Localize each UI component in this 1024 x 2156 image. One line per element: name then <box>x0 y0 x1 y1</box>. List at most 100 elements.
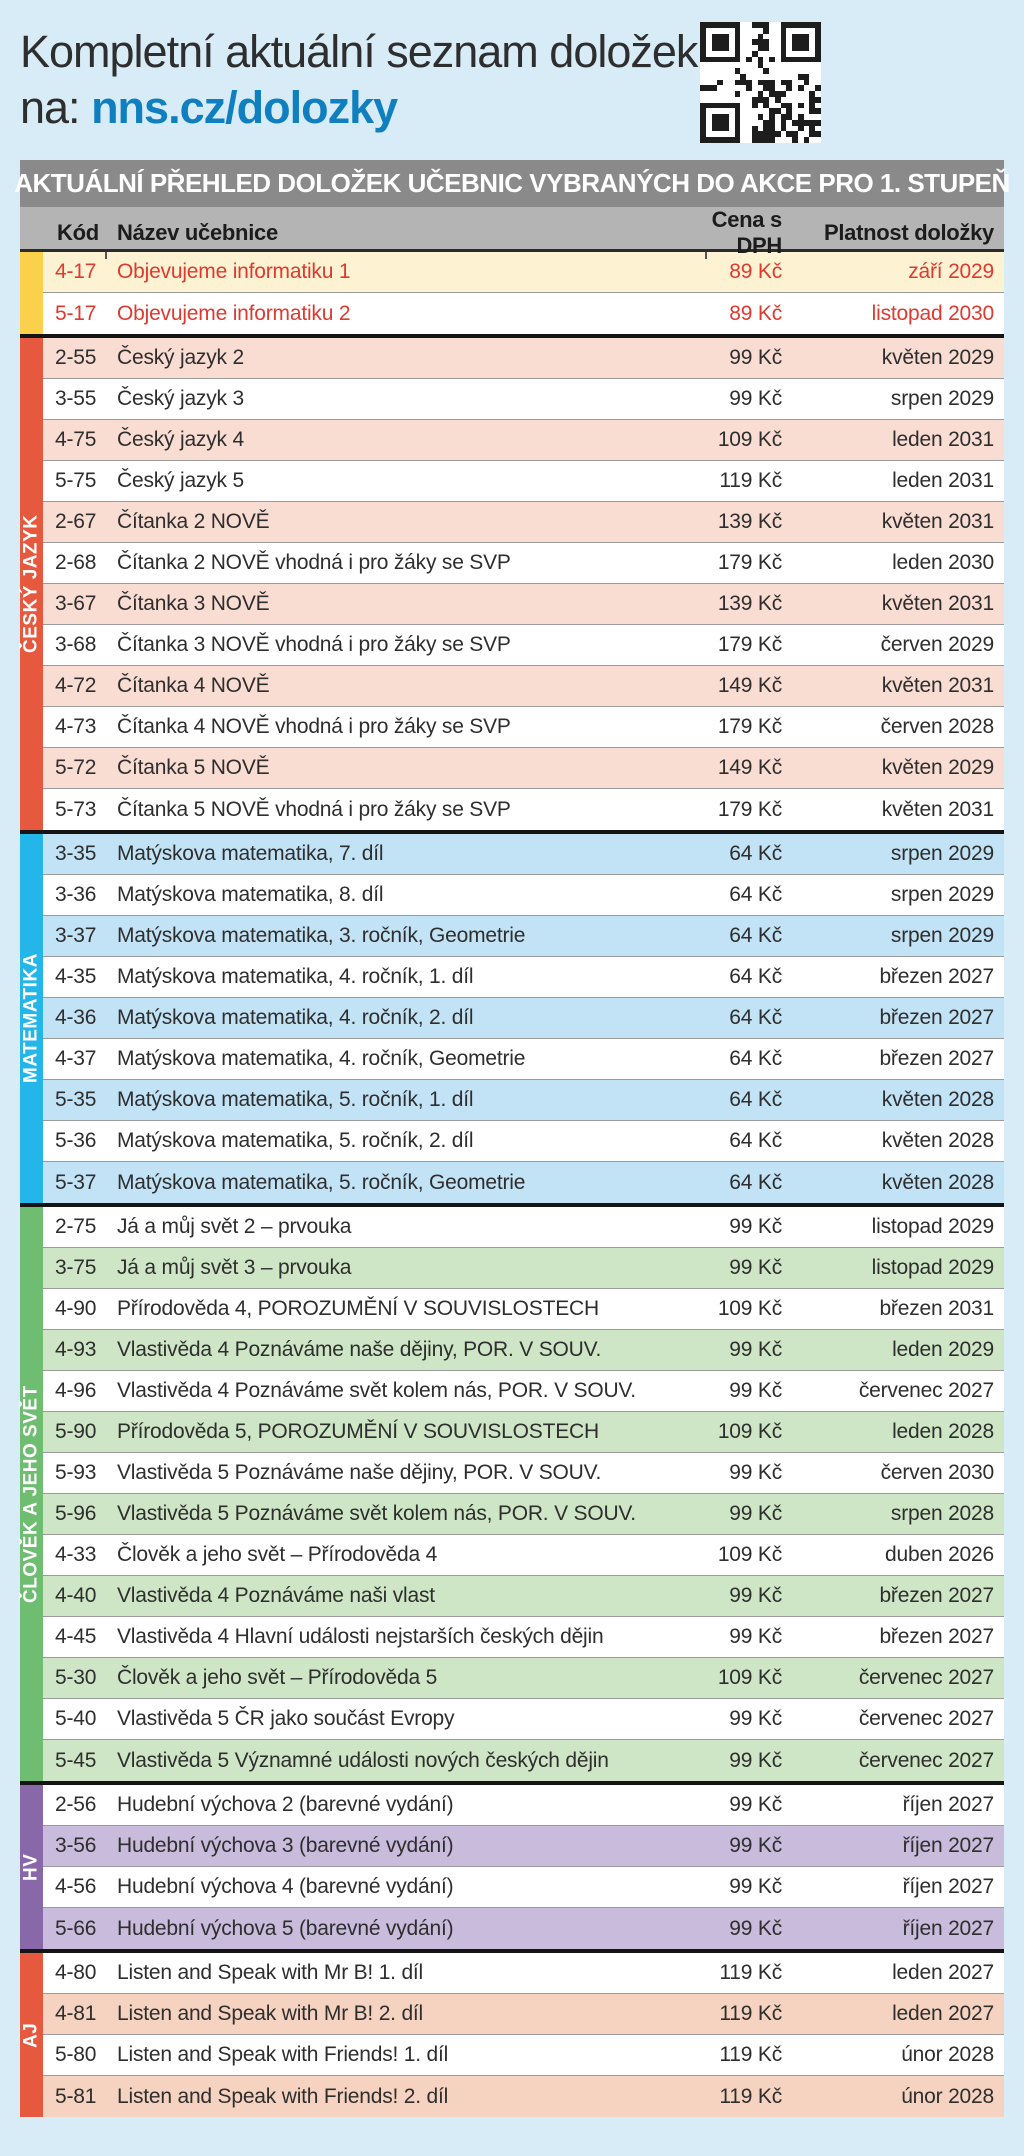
dolozky-table: AKTUÁLNÍ PŘEHLED DOLOŽEK UČEBNIC VYBRANÝ… <box>14 160 1010 2117</box>
row-code: 5-75 <box>55 469 97 492</box>
row-name: Čítanka 5 NOVĚ <box>117 756 270 779</box>
table-row: 3-56 Hudební výchova 3 (barevné vydání) 99… <box>43 1826 1004 1867</box>
section-rows: 2-56 Hudební výchova 2 (barevné vydání) 99… <box>43 1785 1004 1949</box>
section-separator <box>20 1949 1004 1953</box>
table-row: 4-72 Čítanka 4 NOVĚ 149 Kč květen 2031 <box>43 666 1004 707</box>
row-validity: červenec 2027 <box>858 1707 994 1730</box>
row-validity: květen 2031 <box>881 592 994 615</box>
row-code: 2-56 <box>55 1793 97 1816</box>
row-name: Já a můj svět 3 – prvouka <box>117 1256 352 1279</box>
section-rows: 4-80 Listen and Speak with Mr B! 1. díl 11… <box>43 1953 1004 2117</box>
row-code: 4-96 <box>55 1379 97 1402</box>
row-code: 4-45 <box>55 1625 97 1648</box>
row-name: Český jazyk 4 <box>117 428 244 451</box>
row-price: 139 Kč <box>717 592 782 615</box>
table-section-hv: HV 2-56 Hudební výchova 2 (barevné vydání)… <box>20 1785 1004 1949</box>
row-validity: květen 2029 <box>881 346 994 369</box>
row-code: 2-75 <box>55 1215 97 1238</box>
row-name: Matýskova matematika, 4. ročník, 2. díl <box>117 1006 474 1029</box>
table-row: 5-66 Hudební výchova 5 (barevné vydání) 99… <box>43 1908 1004 1949</box>
row-code: 5-30 <box>55 1666 97 1689</box>
table-row: 5-81 Listen and Speak with Friends! 2. dí… <box>43 2076 1004 2117</box>
row-code: 5-96 <box>55 1502 97 1525</box>
row-name: Člověk a jeho svět – Přírodověda 4 <box>117 1543 438 1566</box>
row-name: Vlastivěda 4 Poznáváme naši vlast <box>117 1584 435 1607</box>
row-code: 4-73 <box>55 715 97 738</box>
section-sidebar: MATEMATIKA <box>20 834 43 1203</box>
row-name: Listen and Speak with Mr B! 2. díl <box>117 2002 424 2025</box>
link-prefix: na: <box>20 82 92 133</box>
row-validity: srpen 2029 <box>890 883 994 906</box>
row-price: 179 Kč <box>717 797 782 821</box>
table-row: 5-40 Vlastivěda 5 ČR jako součást Evropy 9… <box>43 1699 1004 1740</box>
row-name: Přírodověda 5, POROZUMĚNÍ V SOUVISLOSTEC… <box>117 1420 599 1443</box>
table-row: 4-40 Vlastivěda 4 Poznáváme naši vlast 99 … <box>43 1576 1004 1617</box>
table-row: 4-37 Matýskova matematika, 4. ročník, Geo… <box>43 1039 1004 1080</box>
table-row: 4-36 Matýskova matematika, 4. ročník, 2. … <box>43 998 1004 1039</box>
table-section-matematika: MATEMATIKA 3-35 Matýskova matematika, 7. d… <box>20 834 1004 1203</box>
section-rows: 3-35 Matýskova matematika, 7. díl 64 Kč srp… <box>43 834 1004 1203</box>
dolozky-link[interactable]: nns.cz/dolozky <box>91 82 398 133</box>
row-validity: listopad 2029 <box>871 1215 995 1238</box>
row-price: 99 Kč <box>729 1834 782 1857</box>
row-validity: duben 2026 <box>885 1543 994 1566</box>
row-code: 4-40 <box>55 1584 97 1607</box>
row-validity: leden 2031 <box>892 469 994 492</box>
row-price: 64 Kč <box>729 1047 782 1070</box>
row-name: Přírodověda 4, POROZUMĚNÍ V SOUVISLOSTEC… <box>117 1297 599 1320</box>
row-validity: únor 2028 <box>901 2084 994 2108</box>
row-price: 99 Kč <box>729 346 782 369</box>
row-validity: září 2029 <box>908 260 994 283</box>
page-title: Kompletní aktuální seznam doložek na: nn… <box>20 24 698 136</box>
row-price: 109 Kč <box>717 1420 782 1443</box>
section-sidebar: ČESKÝ JAZYK <box>20 338 43 830</box>
table-row: 5-96 Vlastivěda 5 Poznáváme svět kolem ná… <box>43 1494 1004 1535</box>
row-name: Objevujeme informatiku 2 <box>117 301 351 325</box>
row-name: Matýskova matematika, 5. ročník, 1. díl <box>117 1088 474 1111</box>
row-validity: listopad 2029 <box>871 1256 995 1279</box>
row-price: 179 Kč <box>717 633 782 656</box>
row-code: 5-36 <box>55 1129 97 1152</box>
row-name: Vlastivěda 5 ČR jako součást Evropy <box>117 1707 455 1730</box>
row-code: 4-75 <box>55 428 97 451</box>
column-header-price: Cena s DPH <box>711 207 783 258</box>
row-validity: červen 2028 <box>880 715 995 738</box>
row-code: 5-45 <box>55 1748 97 1772</box>
row-name: Hudební výchova 5 (barevné vydání) <box>117 1916 454 1940</box>
page-title-line1: Kompletní aktuální seznam doložek <box>20 26 698 77</box>
section-label: AJ <box>20 2022 42 2048</box>
row-validity: květen 2031 <box>881 674 994 697</box>
row-price: 99 Kč <box>729 1502 782 1525</box>
row-price: 99 Kč <box>729 1707 782 1730</box>
table-section: 4-17 Objevujeme informatiku 1 89 Kč září 20… <box>20 252 1004 334</box>
table-row: 5-90 Přírodověda 5, POROZUMĚNÍ V SOUVISLO… <box>43 1412 1004 1453</box>
table-row: 2-56 Hudební výchova 2 (barevné vydání) 99… <box>43 1785 1004 1826</box>
row-price: 109 Kč <box>717 428 782 451</box>
table-row: 5-93 Vlastivěda 5 Poznáváme naše dějiny, … <box>43 1453 1004 1494</box>
row-name: Člověk a jeho svět – Přírodověda 5 <box>117 1666 438 1689</box>
row-price: 99 Kč <box>729 1625 782 1648</box>
row-validity: březen 2031 <box>879 1297 994 1320</box>
row-name: Český jazyk 5 <box>117 469 244 492</box>
row-price: 109 Kč <box>717 1297 782 1320</box>
row-name: Čítanka 2 NOVĚ vhodná i pro žáky se SVP <box>117 551 511 574</box>
column-header-code: Kód <box>57 220 99 245</box>
table-column-headers: Kód Název učebnice Cena s DPH Platnost d… <box>20 207 1004 259</box>
row-name: Vlastivěda 5 Významné události nových če… <box>117 1748 609 1772</box>
row-validity: srpen 2029 <box>890 924 994 947</box>
row-validity: leden 2027 <box>892 2002 994 2025</box>
row-name: Matýskova matematika, 4. ročník, Geometr… <box>117 1047 526 1070</box>
row-price: 64 Kč <box>729 1129 782 1152</box>
row-price: 99 Kč <box>729 1793 782 1816</box>
row-price: 179 Kč <box>717 715 782 738</box>
table-row: 4-80 Listen and Speak with Mr B! 1. díl 11… <box>43 1953 1004 1994</box>
table-row: 2-55 Český jazyk 2 99 Kč květen 2029 <box>43 338 1004 379</box>
row-validity: říjen 2027 <box>902 1916 995 1940</box>
row-name: Hudební výchova 3 (barevné vydání) <box>117 1834 454 1857</box>
row-price: 64 Kč <box>729 1088 782 1111</box>
row-price: 89 Kč <box>729 301 782 325</box>
section-separator <box>20 830 1004 834</box>
row-price: 99 Kč <box>729 1875 782 1898</box>
row-name: Čítanka 3 NOVĚ vhodná i pro žáky se SVP <box>117 633 511 656</box>
section-sidebar: HV <box>20 1785 43 1949</box>
